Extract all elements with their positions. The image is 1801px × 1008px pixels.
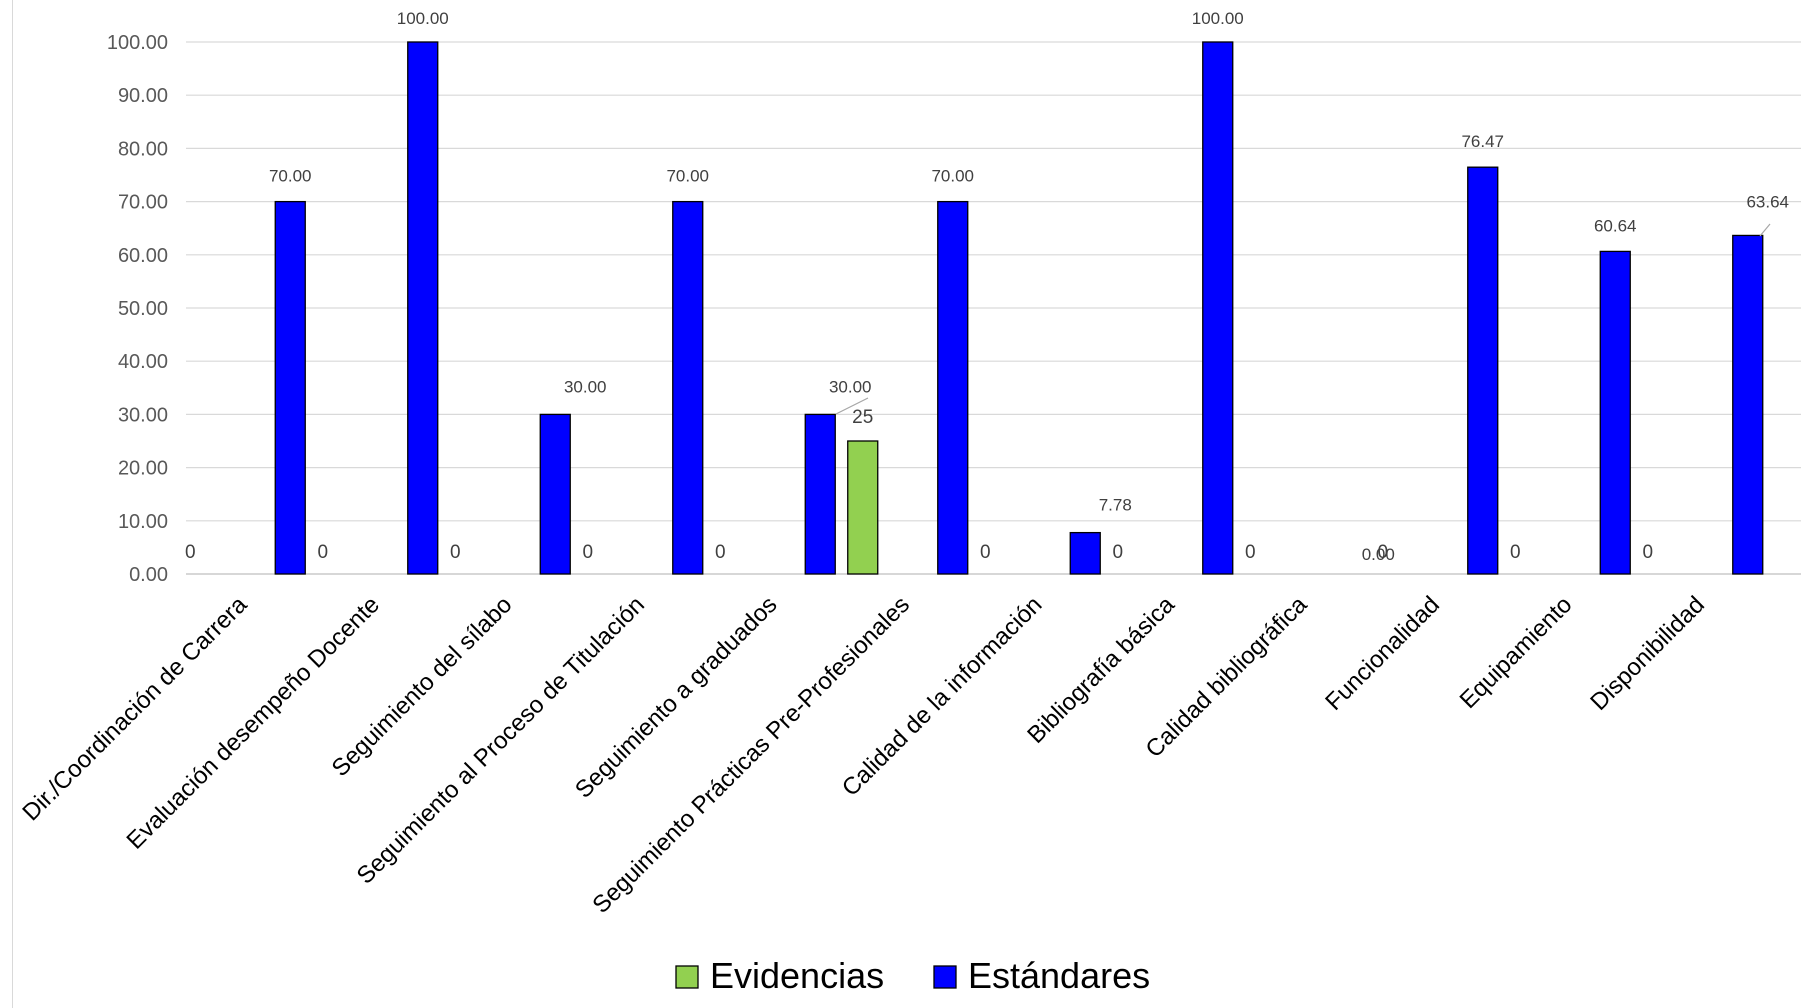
y-tick-label: 10.00 xyxy=(118,511,168,533)
data-label-estandares: 70.00 xyxy=(666,167,709,186)
data-label-estandares: 7.78 xyxy=(1099,496,1132,515)
bar-estandares xyxy=(1599,250,1631,575)
bar-estandares xyxy=(539,413,571,575)
y-tick-label: 50.00 xyxy=(118,298,168,320)
data-label-estandares: 60.64 xyxy=(1594,216,1637,235)
label-leader-line xyxy=(1759,223,1771,237)
x-category-label: Disponibilidad xyxy=(1585,591,1710,716)
data-labels: 0 70.00 0 100.00 0 30.00 0 70.00 0 30.00 25 70.00 0 7… xyxy=(185,9,1789,564)
y-tick-label: 80.00 xyxy=(118,138,168,160)
data-label-estandares: 76.47 xyxy=(1461,132,1504,151)
data-label-evidencias: 0 xyxy=(1642,542,1653,563)
legend-swatch-estandares xyxy=(933,965,957,989)
bar-estandares xyxy=(1467,166,1499,575)
bar-estandares xyxy=(407,41,439,575)
y-tick-label: 30.00 xyxy=(118,404,168,426)
legend-label-evidencias: Evidencias xyxy=(710,955,884,996)
data-label-estandares: 100.00 xyxy=(397,9,449,28)
x-category-label: Dir./Coordinación de Carrera xyxy=(17,591,253,827)
label-leader-line xyxy=(835,397,869,415)
data-label-evidencias: 0 xyxy=(1510,542,1521,563)
data-label-evidencias: 0 xyxy=(450,542,461,563)
y-tick-label: 20.00 xyxy=(118,458,168,480)
data-label-evidencias: 0 xyxy=(582,542,593,563)
bar-estandares xyxy=(672,200,704,575)
data-label-estandares: 63.64 xyxy=(1746,192,1789,211)
legend-swatch-evidencias xyxy=(675,965,699,989)
x-category-label: Evaluación desempeño Docente xyxy=(122,591,385,854)
y-axis: 0.00 10.00 20.00 30.00 40.00 50.00 60.00 70.00 8… xyxy=(107,32,168,586)
data-label-evidencias: 0 xyxy=(1112,542,1123,563)
y-tick-label: 40.00 xyxy=(118,351,168,373)
bars xyxy=(274,41,1764,575)
legend: Evidencias Estándares xyxy=(675,955,1150,996)
y-tick-label: 60.00 xyxy=(118,245,168,267)
y-tick-label: 0.00 xyxy=(129,564,168,586)
x-category-label: Equipamiento xyxy=(1455,591,1578,714)
bar-estandares xyxy=(1202,41,1234,575)
data-label-evidencias: 0 xyxy=(317,542,328,563)
data-label-evidencias: 0 xyxy=(185,542,196,563)
y-tick-label: 100.00 xyxy=(107,32,168,54)
data-label-evidencias: 0 xyxy=(1377,542,1388,563)
chart-frame-edge xyxy=(12,0,13,1008)
data-label-estandares: 30.00 xyxy=(564,377,607,396)
data-label-evidencias: 0 xyxy=(980,542,991,563)
data-label-estandares: 100.00 xyxy=(1192,9,1244,28)
bar-estandares xyxy=(1732,234,1764,575)
x-category-label: Bibliografía básica xyxy=(1022,591,1180,749)
x-category-label: Seguimiento al Proceso de Titulación xyxy=(352,591,650,889)
bar-estandares xyxy=(804,413,836,575)
y-tick-label: 70.00 xyxy=(118,192,168,214)
data-label-evidencias: 0 xyxy=(1245,542,1256,563)
y-tick-label: 90.00 xyxy=(118,85,168,107)
data-label-estandares: 70.00 xyxy=(269,167,312,186)
x-category-label: Funcionalidad xyxy=(1320,591,1445,716)
bar-estandares xyxy=(1069,531,1101,575)
data-label-estandares: 70.00 xyxy=(931,167,974,186)
data-label-estandares: 30.00 xyxy=(829,377,872,396)
data-label-evidencias: 0 xyxy=(715,542,726,563)
bar-evidencias xyxy=(847,440,879,575)
data-label-estandares: 0.00 xyxy=(1362,545,1395,564)
bar-estandares xyxy=(274,200,306,575)
data-label-evidencias: 25 xyxy=(852,407,873,428)
legend-label-estandares: Estándares xyxy=(968,955,1150,996)
bar-estandares xyxy=(937,200,969,575)
gridlines xyxy=(186,41,1801,575)
